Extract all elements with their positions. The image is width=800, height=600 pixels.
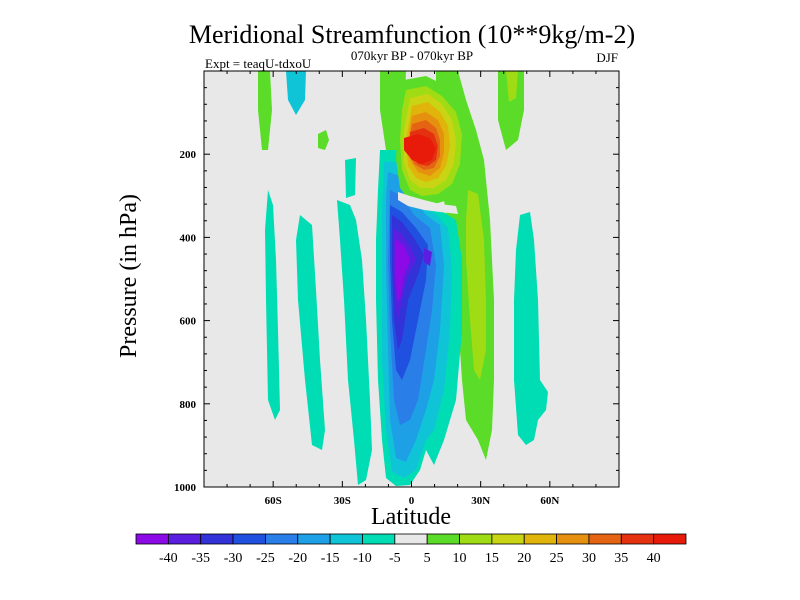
colorbar-label: 20 [517,551,531,566]
x-tick-label: 0 [409,495,415,507]
colorbar-swatch [167,533,202,545]
y-tick-label: 1000 [174,482,197,494]
x-tick-label: 30S [334,495,351,507]
colorbar-swatch [653,533,687,545]
chart-subtitle-right: DJF [596,50,618,65]
contour-core-level-minus40b [424,248,432,266]
contour-nh-high-lat-yellow [506,71,518,102]
colorbar-swatch [620,533,655,545]
colorbar-label: 15 [485,551,499,566]
colorbar-label: 30 [582,551,596,566]
colorbar-label: 25 [550,551,564,566]
colorbar-label: -10 [353,551,372,566]
colorbar-swatch [459,533,493,545]
contour-green-blob-1 [318,130,329,150]
x-tick-label: 30N [471,495,490,507]
contour-nh-subtropical-yellow [466,190,486,380]
contour-sh-mid-lat [296,215,325,450]
colorbar-swatch [135,533,169,545]
colorbar-label: 5 [424,551,431,566]
colorbar-swatch [297,533,331,545]
y-axis-title: Pressure (in hPa) [116,194,142,358]
colorbar-label: 10 [453,551,467,566]
x-axis-ticks: 60S 30S 0 30N 60N [226,71,597,507]
colorbar-swatch [426,533,460,545]
colorbar-label: -40 [159,551,178,566]
contour-nh-mid-lat [514,212,548,445]
contour-sh-polar-green [258,71,272,150]
colorbar-label: 35 [614,551,628,566]
colorbar-swatch [200,533,234,545]
chart-subtitle-left: Expt = teaqU-tdxoU [205,56,312,71]
y-tick-label: 200 [180,149,197,161]
colorbar-label: -25 [256,551,275,566]
y-axis-ticks: 200 400 600 800 1000 [174,87,619,494]
colorbar: -40 -35 -30 -25 -20 -15 -10 -5 5 10 15 20 25 30 35 40 [135,533,687,566]
chart-subtitle-center: 070kyr BP - 070kyr BP [351,48,473,63]
contour-cyan-blob-1 [345,158,356,198]
colorbar-swatch [523,533,557,545]
colorbar-label: -20 [288,551,307,566]
contour-zero-gap [398,192,458,214]
colorbar-swatch [232,533,266,545]
y-tick-label: 400 [180,232,197,244]
contour-jet-level-40 [404,134,436,164]
y-tick-label: 800 [180,399,197,411]
x-tick-label: 60N [540,495,559,507]
colorbar-swatch [362,533,396,545]
chart-title: Meridional Streamfunction (10**9kg/m-2) [189,20,635,49]
colorbar-label: -30 [224,551,243,566]
colorbar-swatch [556,533,590,545]
colorbar-label: -5 [389,551,401,566]
x-axis-title: Latitude [371,504,451,530]
colorbar-label: -35 [191,551,210,566]
contour-sh-high-lat [265,190,280,420]
x-tick-label: 60S [265,495,282,507]
contour-sh-subtropical [337,200,372,485]
contour-nh-high-lat-green [498,71,524,150]
colorbar-label: 40 [647,551,661,566]
colorbar-label: -15 [321,551,340,566]
colorbar-swatch [491,533,525,545]
colorbar-swatch [588,533,622,545]
colorbar-swatch [329,533,363,545]
contour-core-level-minus40 [395,238,410,300]
colorbar-swatch [394,533,428,545]
contour-layer [258,71,548,486]
colorbar-swatch [265,533,299,545]
contour-sh-polar-cyan [286,71,306,115]
y-tick-label: 600 [180,316,197,328]
